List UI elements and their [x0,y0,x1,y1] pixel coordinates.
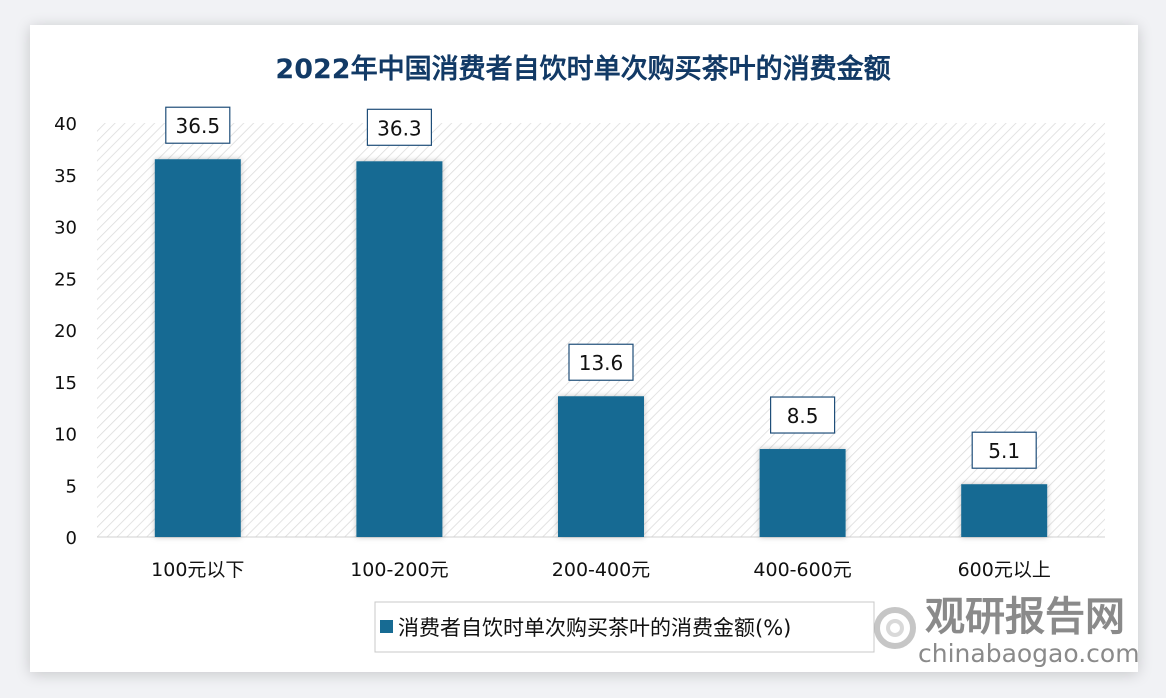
legend-swatch [380,620,393,633]
data-label-box [769,396,836,434]
chart-title: 2022年中国消费者自饮时单次购买茶叶的消费金额 [275,53,890,85]
y-tick-label: 35 [54,166,77,187]
y-tick-label: 15 [54,373,77,394]
data-label: 36.3 [377,116,422,140]
legend-box [374,601,875,653]
watermark-en: chinabaogao.com [918,639,1140,668]
bar [356,161,443,538]
data-label: 5.1 [988,439,1020,463]
bar [759,449,846,537]
bar [558,396,644,537]
x-tick-label: 600元以上 [958,559,1051,581]
data-label: 8.5 [787,404,819,428]
bar [961,484,1048,537]
bar [154,159,241,537]
x-tick-label: 400-600元 [753,559,851,581]
legend: 消费者自饮时单次购买茶叶的消费金额(%) [374,601,875,653]
y-tick-label: 20 [54,321,77,342]
y-tick-label: 5 [66,476,77,497]
watermark-cn: 观研报告网 [925,594,1125,640]
data-label: 36.5 [176,114,221,138]
data-label-box [971,431,1037,469]
data-label-box [165,106,231,144]
x-tick-label: 100-200元 [350,559,448,581]
data-label-box [366,108,432,146]
y-tick-label: 25 [54,269,77,290]
data-label-box [568,343,634,381]
watermark-logo-icon [874,607,916,649]
y-tick-label: 30 [54,218,77,239]
data-label: 13.6 [579,351,624,375]
y-tick-label: 40 [54,114,77,135]
x-tick-label: 200-400元 [552,559,650,581]
legend-label: 消费者自饮时单次购买茶叶的消费金额(%) [398,616,791,640]
watermark: 观研报告网 chinabaogao.com [874,594,1140,668]
x-tick-label: 100元以下 [151,559,244,581]
y-tick-label: 10 [54,425,77,446]
y-tick-label: 0 [66,528,77,549]
